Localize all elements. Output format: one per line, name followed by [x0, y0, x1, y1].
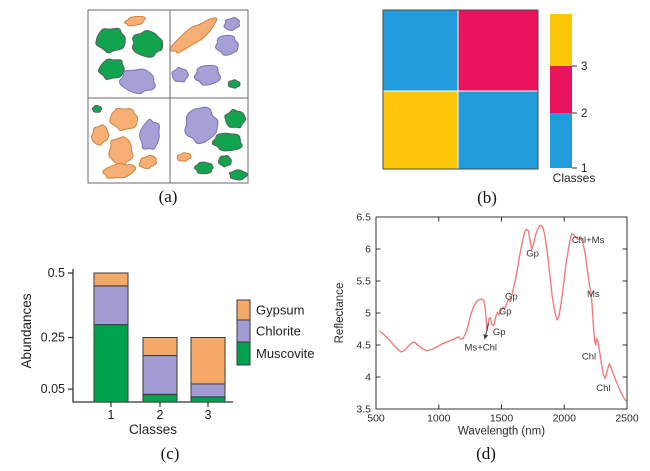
- mineral-blob-orange: [124, 15, 147, 27]
- mineral-blob-orange: [90, 124, 110, 146]
- y-tick-label: 0.05: [41, 382, 65, 396]
- bar-segment-gypsum: [93, 272, 129, 287]
- x-axis-label: Wavelength (nm): [458, 426, 545, 438]
- bar-segment-muscovite: [93, 324, 129, 403]
- annotation-gp: Gp: [526, 248, 539, 259]
- mineral-blob-orange: [109, 107, 139, 132]
- x-tick-label: 1: [108, 408, 115, 422]
- x-tick-label: 1000: [427, 413, 451, 425]
- spectrum-line: [379, 224, 627, 402]
- annotation-gp: Gp: [499, 307, 512, 318]
- bar-segment-chlorite: [142, 355, 178, 395]
- mineral-blob-purple: [193, 64, 221, 86]
- legend-label-chlorite: Chlorite: [256, 324, 301, 339]
- mineral-blob-green: [211, 132, 243, 152]
- bar-segment-gypsum: [190, 337, 226, 385]
- legend-label-muscovite: Muscovite: [256, 346, 315, 361]
- annotation-gp: Gp: [505, 291, 518, 302]
- mineral-blob-green: [217, 155, 232, 168]
- class-cell-1: [383, 10, 458, 91]
- class-map-border: [382, 9, 539, 170]
- annotation-ms: Ms: [587, 289, 600, 300]
- bar-segment-chlorite: [93, 285, 129, 326]
- mineral-blob-purple: [215, 34, 239, 56]
- axes: [72, 269, 233, 403]
- y-axis-label: Abundances: [19, 293, 34, 368]
- colorbar-tick-label: 1: [581, 163, 587, 175]
- mineral-blob-purple: [119, 68, 156, 95]
- legend-swatch-chlorite: [236, 319, 251, 343]
- class-cell-3: [383, 91, 458, 169]
- y-tick-label: 5: [365, 308, 371, 320]
- annotation-arrowhead: [483, 334, 489, 340]
- mineral-blob-purple: [139, 118, 160, 150]
- annotation-gp: Gp: [493, 327, 506, 338]
- x-tick-label: 1500: [490, 413, 514, 425]
- annotation-ms-chl: Ms+Chl: [465, 343, 497, 354]
- mineral-blob-purple: [184, 106, 219, 145]
- mineral-blob-purple: [223, 16, 241, 32]
- caption-a: (a): [159, 187, 178, 206]
- y-tick-label: 4: [365, 372, 371, 384]
- legend-label-gypsum: Gypsum: [256, 303, 304, 318]
- mineral-blob-green: [227, 79, 241, 89]
- bar-segment-chlorite: [190, 383, 226, 398]
- legend-swatch-muscovite: [236, 341, 251, 366]
- mineral-blob-orange: [138, 154, 158, 170]
- panel-b-class-map: 1 2 3 Classes: [382, 9, 596, 185]
- mineral-blob-purple: [171, 66, 189, 83]
- x-tick-label: 2000: [553, 413, 577, 425]
- y-tick-label: 6.5: [356, 212, 371, 224]
- y-tick-label: 6: [365, 244, 371, 256]
- mineral-blob-orange: [108, 136, 134, 167]
- class-cell-1: [458, 91, 538, 169]
- colorbar-tick-label: 2: [581, 108, 587, 120]
- mineral-blob-green: [193, 161, 214, 175]
- annotation-chl: Chl: [596, 383, 610, 394]
- caption-c: (c): [161, 444, 180, 463]
- mineral-blob-green: [224, 108, 246, 129]
- x-axis-label: Classes: [129, 422, 177, 437]
- mineral-blob-green: [91, 104, 103, 113]
- y-tick-label: 5.5: [356, 276, 371, 288]
- x-tick-label: 3: [205, 408, 212, 422]
- panel-c-abundance-bar-chart: 0.05 0.25 0.5 1 2 3 Classes Abundances Gypsum Chl…: [19, 266, 315, 437]
- annotation-chl-ms: Chl+Ms: [572, 235, 605, 246]
- colorbar-tick-label: 3: [581, 61, 587, 73]
- x-tick-label: 500: [367, 413, 385, 425]
- y-axis-label: Reflectance: [334, 283, 346, 344]
- mineral-blob-green: [228, 169, 248, 181]
- bar-segment-muscovite: [142, 393, 178, 403]
- y-tick-label: 0.5: [48, 266, 65, 280]
- bar-segment-muscovite: [190, 396, 226, 403]
- panel-d-reflectance-spectrum: 500 1000 1500 2000 2500 3.5 4 4.5 5 5.5 6 6.5 Wavele…: [334, 212, 639, 438]
- colorbar-segment-1: [550, 113, 572, 168]
- y-tick-label: 3.5: [356, 404, 371, 416]
- panel-a-mineral-map: [87, 9, 249, 184]
- caption-b: (b): [477, 188, 497, 207]
- x-tick-label: 2500: [615, 413, 639, 425]
- x-tick-label: 2: [157, 408, 164, 422]
- legend-swatch-gypsum: [236, 299, 251, 321]
- mineral-blob-orange: [176, 152, 192, 162]
- mineral-blob-green: [131, 29, 164, 58]
- colorbar-segment-2: [550, 66, 572, 113]
- mineral-blob-orange: [169, 17, 218, 54]
- annotation-chl: Chl: [582, 352, 596, 363]
- caption-d: (d): [476, 444, 496, 463]
- mineral-blob-orange: [102, 162, 137, 179]
- colorbar-title: Classes: [553, 171, 596, 185]
- bar-segment-gypsum: [142, 337, 178, 357]
- mineral-blob-green: [95, 27, 126, 54]
- colorbar-segment-3: [550, 14, 572, 66]
- class-cell-2: [458, 10, 538, 91]
- y-tick-label: 4.5: [356, 340, 371, 352]
- y-tick-label: 0.25: [41, 331, 65, 345]
- mineral-blob-green: [97, 58, 125, 80]
